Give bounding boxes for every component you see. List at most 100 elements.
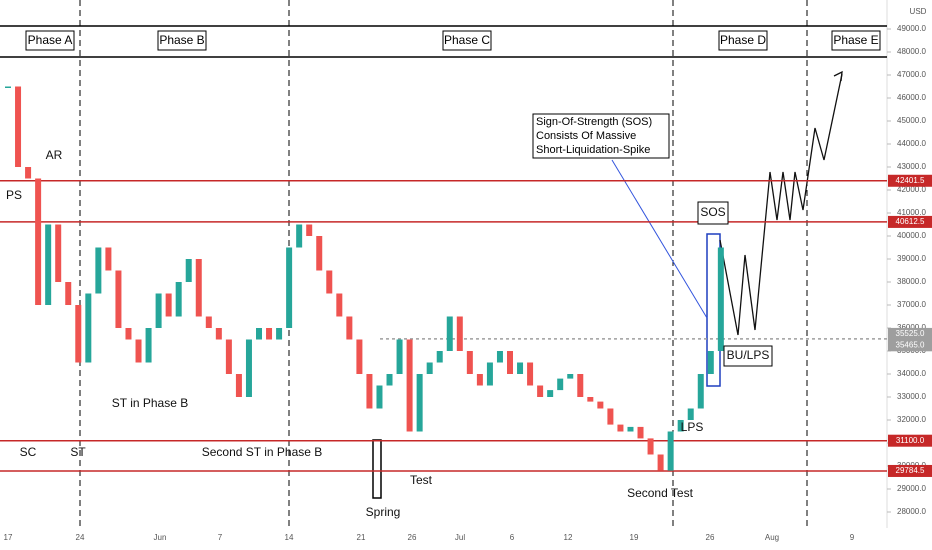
x-tick-label: Jun	[154, 533, 167, 542]
x-tick-label: 14	[285, 533, 294, 542]
candle	[245, 339, 252, 397]
price-tag	[888, 464, 932, 477]
candle	[567, 374, 574, 379]
sos-note-box	[532, 113, 670, 159]
candle	[396, 339, 403, 374]
y-tick-label: 34000.0	[897, 369, 926, 378]
candle	[115, 270, 122, 328]
candle	[667, 431, 674, 471]
annotation: LPS	[681, 420, 704, 434]
x-tick-label: 7	[218, 533, 223, 542]
phase-box	[718, 30, 768, 51]
annotation: Spring	[366, 505, 401, 519]
phase-box	[831, 30, 881, 51]
candle	[436, 351, 443, 363]
annotation: Second Test	[627, 486, 693, 500]
x-tick-label: 9	[850, 533, 855, 542]
x-tick-label: 17	[4, 533, 13, 542]
candle	[205, 316, 212, 328]
annotation: ST	[70, 445, 86, 459]
y-tick-label: 42000.0	[897, 185, 926, 194]
candle	[286, 247, 293, 328]
candle	[426, 362, 433, 374]
y-tick-label: 48000.0	[897, 47, 926, 56]
candle	[256, 328, 262, 340]
price-tag	[888, 339, 932, 352]
candle	[677, 420, 684, 432]
y-tick-label: 39000.0	[897, 254, 926, 263]
phase-label: Phase A	[28, 33, 73, 47]
y-tick-label: 45000.0	[897, 116, 926, 125]
x-tick-label: 12	[564, 533, 573, 542]
projection-arrowhead	[833, 70, 843, 82]
candle	[306, 224, 313, 236]
candle	[557, 378, 564, 391]
candle	[376, 385, 383, 409]
y-tick-label: 49000.0	[897, 24, 926, 33]
candle	[657, 454, 664, 471]
candle	[145, 328, 152, 363]
candle	[697, 374, 704, 409]
y-tick-label: 46000.0	[897, 93, 926, 102]
candle	[607, 408, 614, 425]
price-tag-label: 35525.0	[896, 329, 925, 338]
candle	[225, 339, 232, 374]
candle	[627, 426, 634, 432]
price-tag-label: 29784.5	[896, 466, 925, 475]
y-tick-label: 36000.0	[897, 323, 926, 332]
price-tag-label: 42401.5	[896, 176, 925, 185]
candle	[175, 282, 182, 317]
candle	[185, 259, 192, 282]
x-tick-label: Jul	[455, 533, 465, 542]
candle	[195, 259, 202, 317]
candle	[476, 374, 483, 386]
currency: USD	[910, 7, 927, 16]
candle	[35, 178, 42, 305]
candle	[617, 424, 624, 432]
annotation: BU/LPS	[727, 348, 770, 362]
candle	[105, 247, 112, 271]
sos-note: Sign-Of-Strength (SOS)	[536, 116, 652, 128]
candle	[416, 374, 423, 432]
annotation: SOS	[700, 205, 725, 219]
price-tag-label: 40612.5	[896, 217, 925, 226]
y-tick-label: 40000.0	[897, 231, 926, 240]
candle	[717, 247, 724, 351]
candle	[5, 86, 11, 88]
phase-box	[442, 30, 492, 51]
candle	[446, 316, 453, 351]
x-tick-label: 19	[630, 533, 639, 542]
annotation: AR	[46, 148, 63, 162]
candle	[326, 270, 333, 294]
candle	[75, 305, 82, 363]
y-tick-label: 29000.0	[897, 484, 926, 493]
candle	[45, 224, 52, 305]
sos-pointer	[611, 159, 708, 319]
y-tick-label: 37000.0	[897, 300, 926, 309]
y-tick-label: 44000.0	[897, 139, 926, 148]
annotation: ST in Phase B	[112, 396, 189, 410]
y-tick-label: 33000.0	[897, 392, 926, 401]
candle	[587, 397, 594, 402]
sos-note: Short-Liquidation-Spike	[536, 144, 650, 156]
candle	[507, 351, 513, 374]
y-tick-label: 32000.0	[897, 415, 926, 424]
y-tick-label: 43000.0	[897, 162, 926, 171]
x-tick-label: 26	[408, 533, 417, 542]
candle	[647, 438, 654, 455]
y-tick-label: 41000.0	[897, 208, 926, 217]
candle	[135, 339, 142, 363]
x-tick-label: 6	[510, 533, 515, 542]
x-tick-label: 21	[357, 533, 366, 542]
annotation: Second ST in Phase B	[202, 445, 323, 459]
candle	[165, 293, 172, 317]
phase-label: Phase D	[720, 33, 766, 47]
phase-label: Phase B	[159, 33, 204, 47]
candle	[55, 224, 62, 282]
projection-path	[719, 73, 843, 336]
candle	[366, 374, 373, 409]
candle	[65, 282, 72, 305]
candle	[336, 293, 343, 317]
